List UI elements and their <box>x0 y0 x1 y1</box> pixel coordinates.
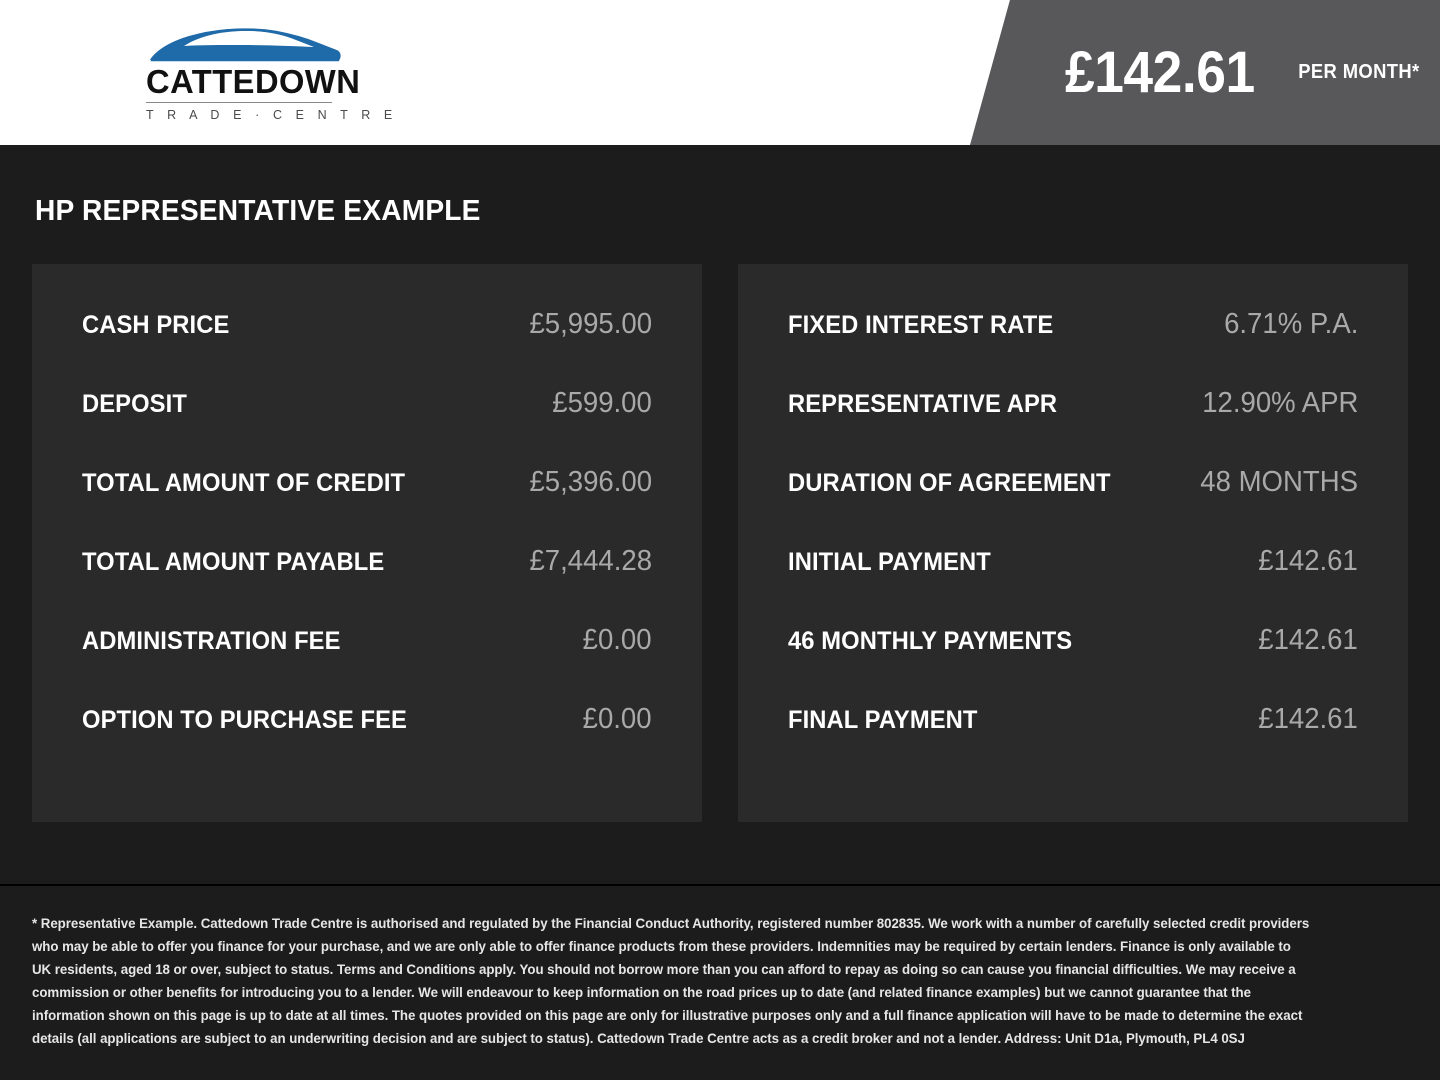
row-value: £5,396.00 <box>529 466 652 498</box>
table-row: FINAL PAYMENT £142.61 <box>788 703 1358 782</box>
row-value: £7,444.28 <box>529 545 652 577</box>
monthly-price-amount: £142.61 <box>1065 39 1255 105</box>
row-value: 48 MONTHS <box>1200 466 1358 498</box>
row-value: £142.61 <box>1258 703 1358 735</box>
car-silhouette-icon <box>150 28 341 62</box>
table-row: TOTAL AMOUNT OF CREDIT £5,396.00 <box>82 466 652 545</box>
right-finance-table: FIXED INTEREST RATE 6.71% P.A. REPRESENT… <box>738 264 1408 822</box>
row-value: £0.00 <box>583 624 652 656</box>
row-label: CASH PRICE <box>82 311 230 339</box>
row-label: INITIAL PAYMENT <box>788 548 991 576</box>
table-row: DEPOSIT £599.00 <box>82 387 652 466</box>
row-label: DURATION OF AGREEMENT <box>788 469 1111 497</box>
logo-brand-text: CATTEDOWN <box>146 63 361 100</box>
row-label: TOTAL AMOUNT OF CREDIT <box>82 469 406 497</box>
row-value: £5,995.00 <box>529 308 652 340</box>
finance-tables: CASH PRICE £5,995.00 DEPOSIT £599.00 TOT… <box>32 264 1408 822</box>
row-value: £599.00 <box>552 387 652 419</box>
disclaimer-text: * Representative Example. Cattedown Trad… <box>32 916 1310 1046</box>
logo-divider <box>146 102 332 103</box>
page-title: HP REPRESENTATIVE EXAMPLE <box>35 195 481 227</box>
row-value: 6.71% P.A. <box>1223 308 1358 340</box>
row-label: TOTAL AMOUNT PAYABLE <box>82 548 385 576</box>
table-row: TOTAL AMOUNT PAYABLE £7,444.28 <box>82 545 652 624</box>
logo-tagline: T R A D E · C E N T R E <box>146 108 398 122</box>
table-row: INITIAL PAYMENT £142.61 <box>788 545 1358 624</box>
row-value: £0.00 <box>583 703 652 735</box>
row-label: DEPOSIT <box>82 390 187 418</box>
row-value: £142.61 <box>1258 624 1358 656</box>
table-row: ADMINISTRATION FEE £0.00 <box>82 624 652 703</box>
monthly-price-panel: £142.61 PER MONTH* <box>970 0 1440 145</box>
company-logo[interactable]: CATTEDOWN T R A D E · C E N T R E <box>146 24 392 122</box>
table-row: OPTION TO PURCHASE FEE £0.00 <box>82 703 652 782</box>
disclaimer-section: * Representative Example. Cattedown Trad… <box>0 884 1440 1080</box>
row-label: ADMINISTRATION FEE <box>82 627 341 655</box>
page-header: CATTEDOWN T R A D E · C E N T R E £142.6… <box>0 0 1440 145</box>
main-content: HP REPRESENTATIVE EXAMPLE CASH PRICE £5,… <box>0 145 1440 884</box>
table-row: CASH PRICE £5,995.00 <box>82 308 652 387</box>
row-label: FINAL PAYMENT <box>788 706 978 734</box>
table-row: REPRESENTATIVE APR 12.90% APR <box>788 387 1358 466</box>
row-value: £142.61 <box>1258 545 1358 577</box>
row-label: OPTION TO PURCHASE FEE <box>82 706 407 734</box>
table-row: DURATION OF AGREEMENT 48 MONTHS <box>788 466 1358 545</box>
monthly-price-period: PER MONTH* <box>1298 61 1420 83</box>
row-label: 46 MONTHLY PAYMENTS <box>788 627 1073 655</box>
table-row: 46 MONTHLY PAYMENTS £142.61 <box>788 624 1358 703</box>
row-label: REPRESENTATIVE APR <box>788 390 1058 418</box>
row-label: FIXED INTEREST RATE <box>788 311 1054 339</box>
row-value: 12.90% APR <box>1201 387 1358 419</box>
table-row: FIXED INTEREST RATE 6.71% P.A. <box>788 308 1358 387</box>
left-finance-table: CASH PRICE £5,995.00 DEPOSIT £599.00 TOT… <box>32 264 702 822</box>
